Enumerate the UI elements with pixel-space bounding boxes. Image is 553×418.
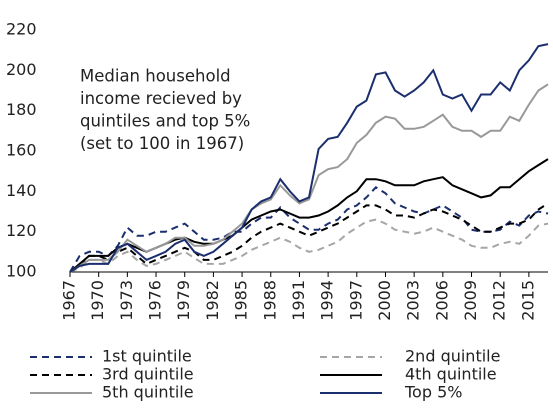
series-line: [69, 43, 549, 273]
y-tick-label: 120: [6, 221, 37, 240]
annotation: quintiles and top 5%: [80, 112, 250, 131]
legend-label: 3rd quintile: [102, 365, 194, 384]
x-tick-label: 1973: [117, 280, 136, 321]
x-tick-label: 2015: [518, 280, 537, 321]
x-tick-label: 2003: [404, 280, 423, 321]
x-tick-label: 1967: [60, 280, 79, 321]
y-tick-label: 180: [6, 100, 37, 119]
y-tick-label: 200: [6, 60, 37, 79]
y-tick-label: 160: [6, 141, 37, 160]
x-tick-label: 1985: [232, 280, 251, 321]
x-tick-label: 1994: [318, 280, 337, 321]
x-tick-label: 2000: [375, 280, 394, 321]
x-tick-label: 1970: [88, 280, 107, 321]
legend-label: 4th quintile: [405, 365, 497, 384]
legend-label: 5th quintile: [102, 383, 194, 402]
series-line: [69, 218, 549, 273]
annotation: income recieved by: [80, 89, 242, 108]
y-tick-label: 100: [6, 262, 37, 281]
legend-label: Top 5%: [404, 383, 462, 402]
x-tick-label: 1991: [289, 280, 308, 321]
legend-label: 2nd quintile: [405, 347, 500, 366]
y-tick-label: 220: [6, 20, 37, 39]
x-tick-label: 1997: [346, 280, 365, 321]
x-tick-label: 1979: [174, 280, 193, 321]
annotation: Median household: [80, 67, 231, 86]
y-tick-label: 140: [6, 181, 37, 200]
annotation: (set to 100 in 1967): [80, 134, 244, 153]
x-tick-label: 1976: [146, 280, 165, 321]
x-tick-label: 1988: [260, 280, 279, 321]
series-line: [69, 83, 549, 273]
x-tick-label: 2012: [490, 280, 509, 321]
series-line: [69, 186, 549, 273]
x-tick-label: 2009: [461, 280, 480, 321]
x-tick-label: 1982: [203, 280, 222, 321]
series-line: [69, 202, 549, 273]
x-tick-label: 2006: [432, 280, 451, 321]
legend-label: 1st quintile: [102, 347, 192, 366]
